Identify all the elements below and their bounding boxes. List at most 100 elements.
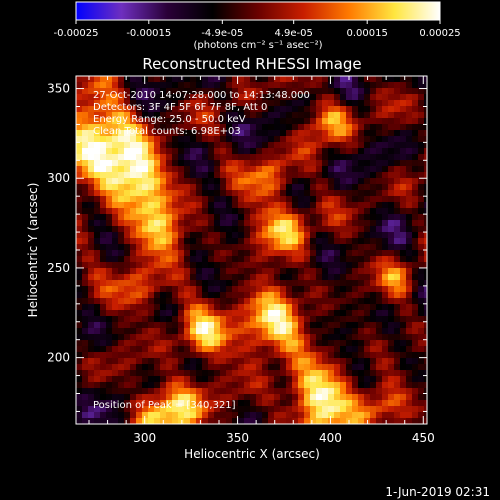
heatmap-pixel — [400, 364, 406, 370]
heatmap-pixel — [424, 388, 427, 394]
heatmap-pixel — [406, 418, 412, 424]
heatmap-pixel — [136, 382, 142, 388]
heatmap-pixel — [412, 274, 418, 280]
heatmap-pixel — [178, 208, 184, 214]
heatmap-pixel — [394, 322, 400, 328]
heatmap-pixel — [106, 112, 112, 118]
heatmap-pixel — [256, 118, 262, 124]
heatmap-pixel — [352, 178, 358, 184]
heatmap-pixel — [418, 394, 424, 400]
heatmap-pixel — [100, 412, 106, 418]
heatmap-pixel — [364, 358, 370, 364]
heatmap-pixel — [250, 244, 256, 250]
heatmap-pixel — [310, 220, 316, 226]
heatmap-pixel — [250, 334, 256, 340]
heatmap-pixel — [82, 106, 88, 112]
heatmap-pixel — [88, 112, 94, 118]
heatmap-pixel — [286, 262, 292, 268]
heatmap-pixel — [280, 418, 286, 424]
heatmap-pixel — [250, 394, 256, 400]
heatmap-pixel — [418, 292, 424, 298]
heatmap-pixel — [250, 148, 256, 154]
heatmap-pixel — [196, 334, 202, 340]
heatmap-pixel — [262, 160, 268, 166]
heatmap-pixel — [148, 130, 154, 136]
heatmap-pixel — [316, 100, 322, 106]
heatmap-pixel — [256, 130, 262, 136]
heatmap-pixel — [124, 286, 130, 292]
heatmap-pixel — [250, 160, 256, 166]
heatmap-pixel — [178, 160, 184, 166]
heatmap-pixel — [358, 364, 364, 370]
heatmap-pixel — [328, 406, 334, 412]
heatmap-pixel — [214, 322, 220, 328]
heatmap-pixel — [196, 322, 202, 328]
heatmap-pixel — [142, 328, 148, 334]
heatmap-pixel — [178, 190, 184, 196]
heatmap-pixel — [334, 328, 340, 334]
heatmap-pixel — [172, 118, 178, 124]
heatmap-pixel — [118, 232, 124, 238]
heatmap-pixel — [346, 292, 352, 298]
heatmap-pixel — [130, 376, 136, 382]
heatmap-pixel — [76, 400, 82, 406]
heatmap-pixel — [412, 364, 418, 370]
heatmap-pixel — [184, 244, 190, 250]
heatmap-pixel — [364, 382, 370, 388]
heatmap-pixel — [208, 256, 214, 262]
heatmap-pixel — [370, 244, 376, 250]
colorbar — [75, 1, 441, 21]
heatmap-pixel — [154, 268, 160, 274]
heatmap-pixel — [178, 256, 184, 262]
heatmap-pixel — [82, 160, 88, 166]
heatmap-pixel — [316, 106, 322, 112]
heatmap-pixel — [286, 250, 292, 256]
heatmap-pixel — [400, 274, 406, 280]
heatmap-pixel — [106, 382, 112, 388]
heatmap-pixel — [112, 418, 118, 424]
heatmap-pixel — [256, 292, 262, 298]
heatmap-pixel — [418, 196, 424, 202]
heatmap-pixel — [76, 202, 82, 208]
heatmap-pixel — [124, 280, 130, 286]
heatmap-pixel — [202, 250, 208, 256]
heatmap-pixel — [274, 184, 280, 190]
heatmap-pixel — [166, 160, 172, 166]
heatmap-pixel — [196, 298, 202, 304]
heatmap-pixel — [214, 76, 220, 82]
heatmap-pixel — [406, 322, 412, 328]
heatmap-pixel — [76, 292, 82, 298]
heatmap-pixel — [298, 208, 304, 214]
heatmap-pixel — [172, 262, 178, 268]
heatmap-pixel — [424, 178, 427, 184]
heatmap-pixel — [328, 256, 334, 262]
heatmap-pixel — [118, 370, 124, 376]
heatmap-pixel — [292, 256, 298, 262]
heatmap-pixel — [346, 376, 352, 382]
heatmap-pixel — [118, 220, 124, 226]
heatmap-pixel — [190, 100, 196, 106]
heatmap-pixel — [220, 304, 226, 310]
heatmap-pixel — [220, 370, 226, 376]
heatmap-pixel — [136, 220, 142, 226]
heatmap-pixel — [250, 172, 256, 178]
heatmap-pixel — [322, 334, 328, 340]
heatmap-pixel — [394, 148, 400, 154]
heatmap-pixel — [376, 328, 382, 334]
heatmap-pixel — [376, 166, 382, 172]
heatmap-pixel — [418, 280, 424, 286]
heatmap-pixel — [100, 394, 106, 400]
heatmap-pixel — [322, 106, 328, 112]
heatmap-pixel — [268, 340, 274, 346]
heatmap-pixel — [340, 316, 346, 322]
heatmap-pixel — [172, 100, 178, 106]
heatmap-pixel — [94, 244, 100, 250]
heatmap-pixel — [388, 88, 394, 94]
heatmap-pixel — [154, 400, 160, 406]
heatmap-pixel — [208, 310, 214, 316]
colorbar-tick-label: -0.00025 — [54, 28, 99, 39]
heatmap-pixel — [268, 202, 274, 208]
heatmap-pixel — [124, 334, 130, 340]
heatmap-pixel — [136, 394, 142, 400]
heatmap-pixel — [160, 118, 166, 124]
